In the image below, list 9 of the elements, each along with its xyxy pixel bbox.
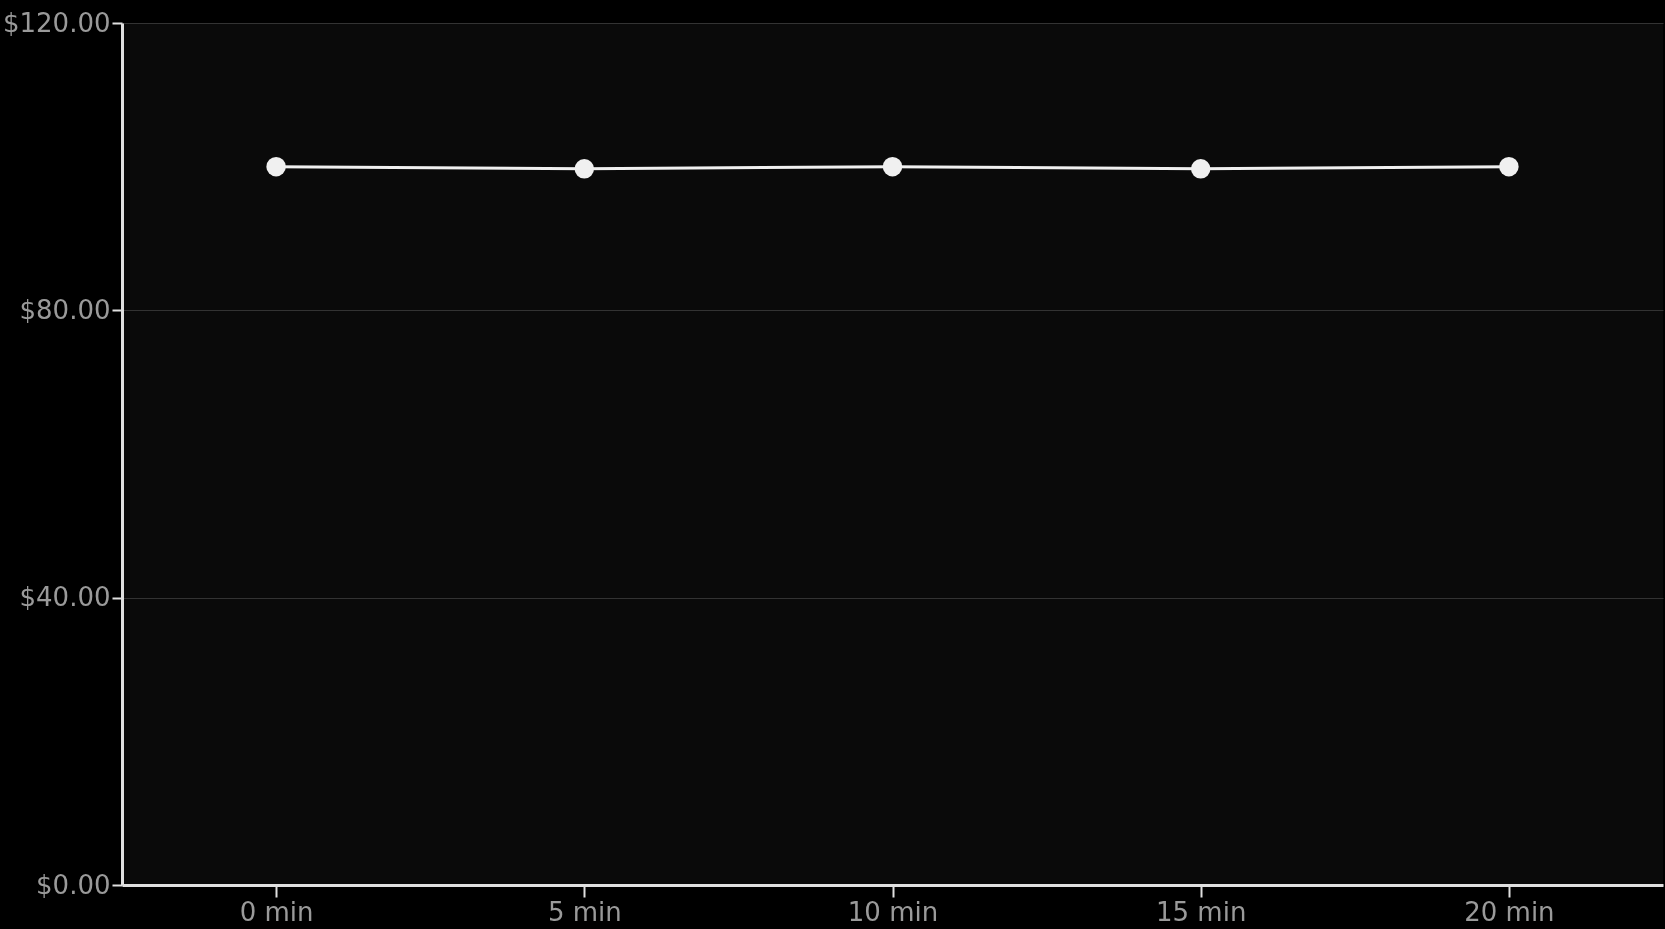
- x-tick-label: 5 min: [547, 896, 622, 927]
- x-tick-label: 0 min: [239, 896, 314, 927]
- y-tick-label: $120.00: [2, 7, 111, 38]
- y-tick-label: $80.00: [19, 294, 111, 325]
- x-tick-label: 15 min: [1156, 896, 1247, 927]
- y-tick-label: $40.00: [19, 582, 111, 613]
- x-tick-label: 20 min: [1464, 896, 1555, 927]
- y-tick-label: $0.00: [36, 869, 111, 900]
- x-tick-label: 10 min: [847, 896, 939, 927]
